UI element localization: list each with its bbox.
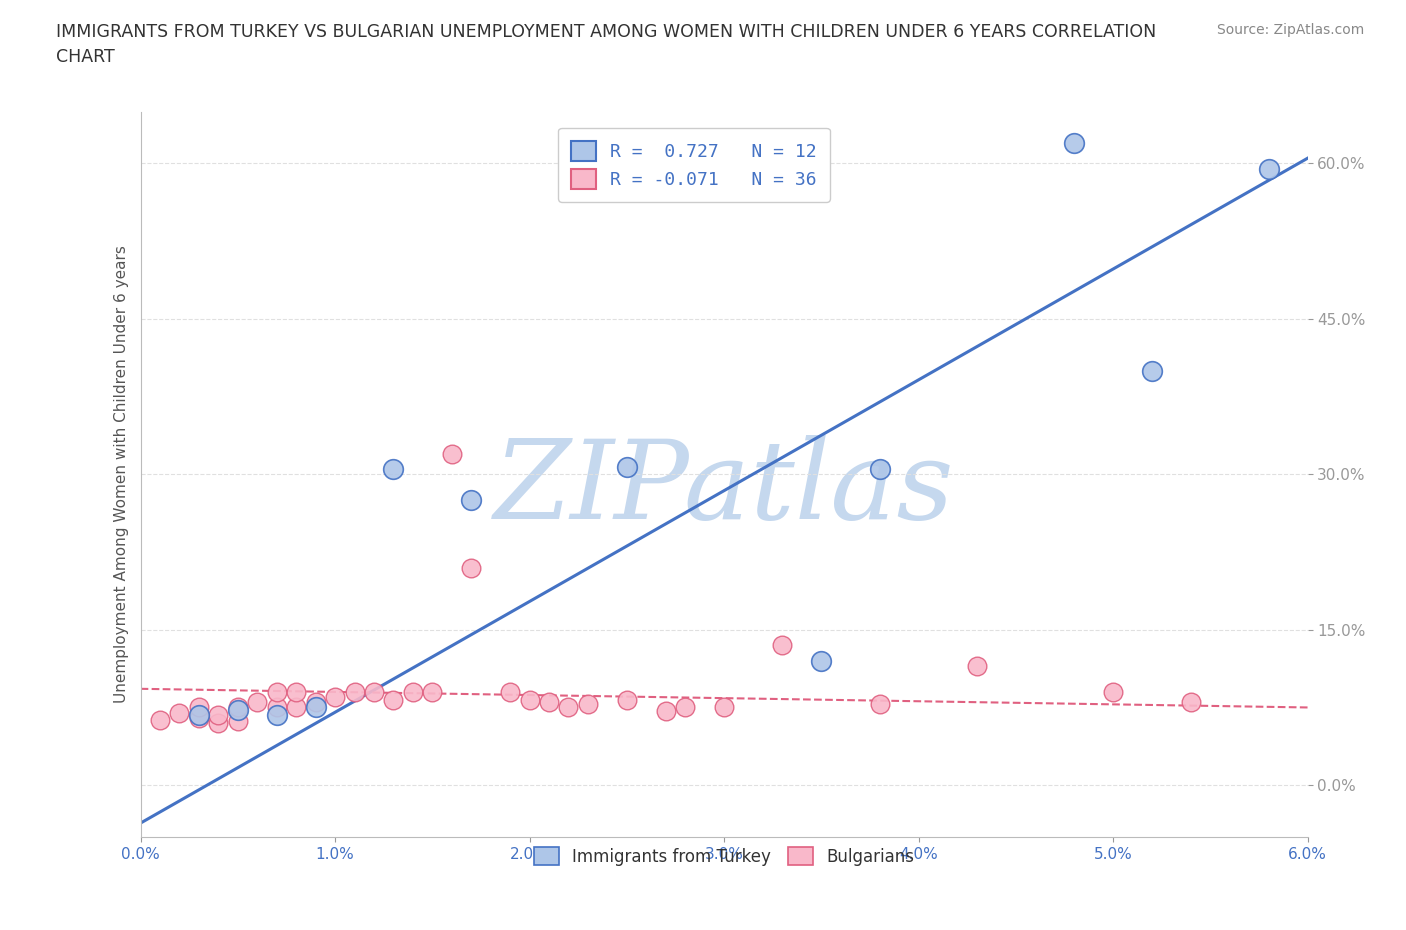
Point (266, 700, 288, 715)
Point (226, 702, 249, 717)
Point (207, 715, 229, 730)
Point (266, 708, 288, 723)
Point (149, 712, 172, 727)
Point (382, 461, 405, 476)
Point (382, 693, 405, 708)
Point (519, 693, 541, 708)
Text: IMMIGRANTS FROM TURKEY VS BULGARIAN UNEMPLOYMENT AMONG WOMEN WITH CHILDREN UNDER: IMMIGRANTS FROM TURKEY VS BULGARIAN UNEM… (56, 23, 1157, 41)
Point (266, 684, 288, 699)
Point (538, 695, 561, 710)
Point (1257, 161, 1279, 176)
Point (188, 708, 211, 723)
Point (655, 703, 678, 718)
Point (305, 700, 328, 715)
Point (188, 711, 211, 725)
Point (673, 700, 696, 715)
Point (1180, 695, 1202, 710)
Point (772, 638, 794, 653)
Point (616, 693, 638, 708)
Point (188, 700, 211, 715)
Point (246, 695, 269, 710)
Text: Source: ZipAtlas.com: Source: ZipAtlas.com (1216, 23, 1364, 37)
Point (226, 700, 249, 715)
Point (499, 684, 522, 699)
Point (1102, 684, 1125, 699)
Point (285, 700, 308, 715)
Point (576, 697, 599, 711)
Point (343, 684, 366, 699)
Point (460, 560, 482, 575)
Point (869, 697, 891, 711)
Text: CHART: CHART (56, 48, 115, 66)
Point (810, 654, 832, 669)
Point (402, 684, 425, 699)
Point (323, 690, 346, 705)
Point (285, 684, 308, 699)
Point (460, 493, 482, 508)
Point (207, 708, 229, 723)
Point (226, 713, 249, 728)
Point (869, 461, 891, 476)
Point (966, 658, 988, 673)
Point (1140, 364, 1163, 379)
Point (440, 446, 463, 461)
Legend: Immigrants from Turkey, Bulgarians: Immigrants from Turkey, Bulgarians (527, 840, 921, 872)
Point (557, 700, 579, 715)
Y-axis label: Unemployment Among Women with Children Under 6 years: Unemployment Among Women with Children U… (114, 246, 129, 703)
Text: ZIPatlas: ZIPatlas (494, 435, 955, 542)
Point (616, 459, 638, 474)
Point (713, 700, 735, 715)
Point (305, 695, 328, 710)
Point (363, 684, 385, 699)
Point (169, 705, 191, 720)
Point (1063, 135, 1085, 150)
Point (422, 684, 444, 699)
